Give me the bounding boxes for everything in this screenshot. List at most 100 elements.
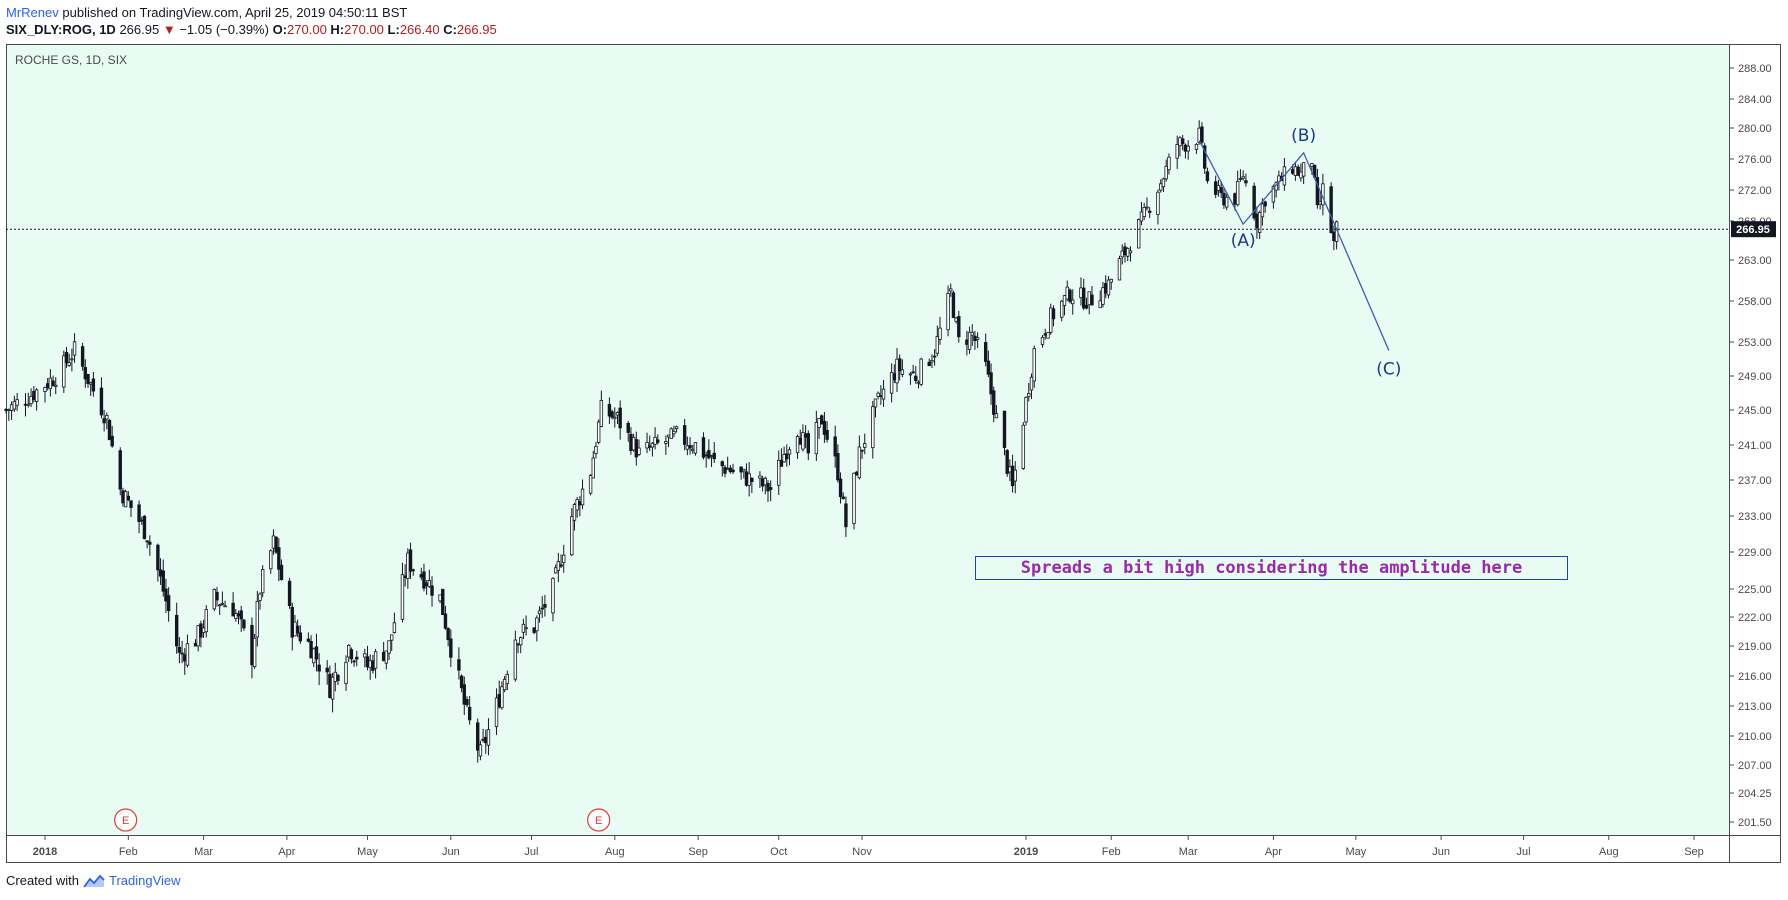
candle-body — [973, 335, 977, 342]
candle-body — [1128, 250, 1133, 254]
candle-body — [62, 355, 66, 388]
candle-body — [443, 613, 448, 629]
candle-body — [330, 676, 335, 700]
x-tick-label: Jul — [1517, 846, 1531, 858]
candle-body — [1010, 465, 1015, 487]
candle-body — [1043, 333, 1047, 336]
candle-body — [1299, 171, 1303, 179]
candle-body — [48, 377, 53, 390]
candle-body — [250, 624, 254, 666]
y-tick-label: 222.00 — [1738, 612, 1772, 624]
candle-body — [355, 656, 359, 660]
x-tick-label: Mar — [1179, 846, 1198, 858]
candle-body — [446, 628, 450, 641]
candle-body — [258, 593, 262, 601]
candle-body — [742, 468, 746, 472]
candle-body — [193, 642, 198, 647]
y-tick-label: 219.00 — [1738, 641, 1772, 653]
author-link[interactable]: MrRenev — [6, 5, 59, 20]
candle-body — [1060, 300, 1064, 318]
candle-body — [975, 337, 980, 340]
candle-body — [1197, 127, 1201, 143]
candle-body — [312, 648, 316, 664]
candle-body — [513, 639, 518, 680]
candle-body — [502, 678, 507, 691]
candle-body — [118, 450, 122, 490]
candle-body — [777, 459, 781, 486]
candle-body — [992, 390, 996, 415]
candle-body — [505, 674, 509, 684]
candle-body — [347, 644, 351, 658]
candle-body — [365, 656, 370, 668]
candle-body — [363, 653, 367, 658]
candle-body — [1164, 165, 1168, 180]
candle-body — [559, 564, 563, 567]
candle-body — [556, 561, 561, 571]
candle-body — [1079, 287, 1083, 299]
candle-body — [1082, 287, 1086, 309]
candle-body — [121, 490, 125, 504]
candle-body — [833, 436, 837, 457]
earnings-marker-label: E — [122, 815, 129, 827]
candle-body — [1040, 336, 1045, 345]
candle-body — [29, 395, 33, 405]
candle-body — [1117, 258, 1122, 281]
candle-body — [1156, 191, 1160, 215]
x-tick-label: Feb — [1102, 846, 1121, 858]
candle-body — [419, 574, 423, 578]
candle-body — [524, 627, 528, 630]
candle-body — [838, 478, 843, 498]
candle-body — [709, 455, 714, 457]
candle-body — [430, 585, 434, 596]
candle-body — [1213, 181, 1218, 195]
x-tick-label: 2018 — [33, 846, 57, 858]
open-value: 270.00 — [287, 22, 327, 37]
candle-body — [1290, 169, 1295, 174]
candle-body — [580, 488, 585, 506]
candle-body — [467, 706, 472, 721]
candle-body — [908, 373, 913, 376]
candle-body — [873, 398, 878, 408]
candle-body — [688, 445, 692, 449]
publish-info: MrRenev published on TradingView.com, Ap… — [6, 5, 407, 20]
candle-body — [949, 288, 953, 292]
candle-body — [1142, 206, 1146, 217]
candle-body — [1106, 279, 1111, 296]
x-tick-label: May — [1345, 846, 1366, 858]
candle-body — [1219, 186, 1223, 194]
candle-body — [594, 445, 598, 454]
candle-body — [656, 439, 660, 443]
candle-body — [704, 454, 708, 457]
candle-body — [669, 428, 673, 439]
candle-body — [70, 358, 74, 361]
candle-body — [562, 554, 566, 563]
candle-body — [801, 432, 805, 450]
candle-body — [4, 408, 8, 411]
candle-body — [54, 384, 58, 387]
plot-background — [6, 44, 1729, 835]
change-value: −1.05 (−0.39%) — [179, 22, 269, 37]
candle-body — [1145, 206, 1149, 209]
candle-body — [373, 651, 378, 669]
candle-body — [645, 442, 649, 449]
candle-body — [1318, 201, 1322, 205]
candle-body — [701, 437, 706, 458]
candle-body — [110, 435, 114, 447]
candle-body — [23, 403, 28, 406]
candle-body — [994, 413, 999, 419]
candle-body — [854, 471, 859, 476]
candle-body — [1126, 248, 1130, 257]
candle-body — [387, 640, 391, 654]
x-tick-label: Jul — [524, 846, 538, 858]
candle-body — [390, 634, 394, 641]
tradingview-link[interactable]: TradingView — [108, 873, 181, 888]
last-price: 266.95 — [119, 22, 160, 37]
annotation-box[interactable]: Spreads a bit high considering the ampli… — [975, 556, 1568, 580]
y-tick-label: 225.00 — [1738, 584, 1772, 596]
y-tick-label: 245.00 — [1738, 405, 1772, 417]
y-tick-label: 210.00 — [1738, 731, 1772, 743]
candle-body — [954, 317, 958, 322]
candle-body — [1029, 376, 1034, 391]
candle-body — [295, 625, 300, 634]
